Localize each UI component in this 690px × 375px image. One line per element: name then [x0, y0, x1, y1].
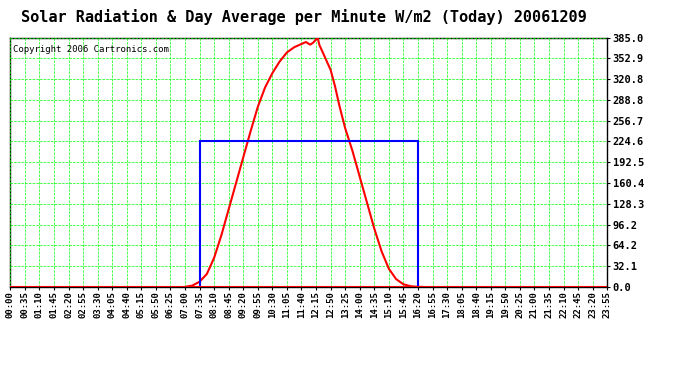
Text: Copyright 2006 Cartronics.com: Copyright 2006 Cartronics.com [13, 45, 169, 54]
Text: Solar Radiation & Day Average per Minute W/m2 (Today) 20061209: Solar Radiation & Day Average per Minute… [21, 9, 586, 26]
